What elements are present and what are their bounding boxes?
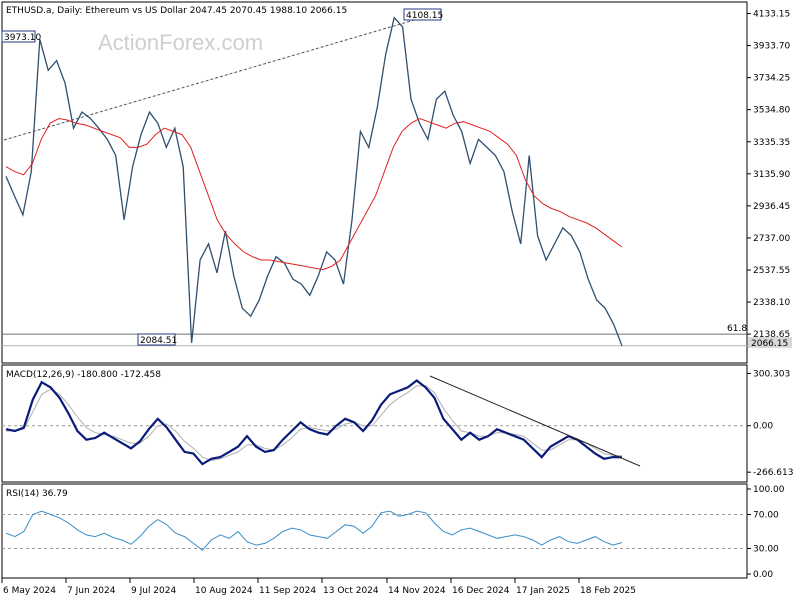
last-price-tag: 2066.15 bbox=[748, 337, 792, 349]
price-y-tick-label-4: 3335.35 bbox=[753, 138, 790, 148]
macd-title: MACD(12,26,9) -180.800 -172.458 bbox=[6, 370, 161, 380]
macd-main-line bbox=[5, 379, 623, 466]
svg-text:3973.10: 3973.10 bbox=[4, 33, 41, 43]
macd-signal-line bbox=[6, 385, 623, 462]
price-y-tick-label-7: 2737.00 bbox=[753, 234, 790, 244]
macd-y-tick-label-2: -266.613 bbox=[753, 468, 793, 478]
rsi-panel bbox=[1, 483, 748, 579]
x-tick-label-1: 7 Jun 2024 bbox=[67, 586, 116, 596]
header-symbol: ETHUSD.a, Daily: Ethereum vs US Dollar 2… bbox=[6, 6, 347, 16]
price-y-tick-label-0: 4133.15 bbox=[753, 10, 790, 20]
rsi-line bbox=[5, 510, 623, 551]
x-tick-label-7: 16 Dec 2024 bbox=[452, 586, 510, 596]
macd-panel bbox=[1, 364, 748, 483]
x-tick-label-2: 9 Jul 2024 bbox=[131, 586, 176, 596]
rsi-y-tick-label-0: 100.00 bbox=[753, 485, 785, 495]
watermark: ActionForex.com bbox=[98, 30, 263, 55]
annotation-low: 2084.51 bbox=[137, 333, 177, 346]
rsi-y-tick-label-1: 70.00 bbox=[753, 511, 779, 521]
macd-series-layer bbox=[2, 375, 747, 467]
rsi-title: RSI(14) 36.79 bbox=[6, 489, 68, 499]
x-tick-label-9: 18 Feb 2025 bbox=[580, 586, 636, 596]
annotation-peak: 4108.15 bbox=[403, 8, 443, 21]
dashed-trendline bbox=[3, 15, 429, 141]
moving-average-line bbox=[5, 117, 623, 271]
rsi-y-tick-label-3: 0.00 bbox=[753, 570, 773, 580]
macd-trendline bbox=[429, 375, 641, 467]
x-tick-label-0: 6 May 2024 bbox=[3, 586, 56, 596]
macd-y-tick-label-0: 300.303 bbox=[753, 369, 790, 379]
svg-text:2066.15: 2066.15 bbox=[751, 339, 788, 349]
rsi-series-layer bbox=[2, 510, 747, 551]
fib-label: 61.8 bbox=[727, 324, 747, 334]
macd-y-tick-label-1: 0.00 bbox=[753, 422, 773, 432]
price-y-tick-label-2: 3734.25 bbox=[753, 74, 790, 84]
x-tick-label-6: 14 Nov 2024 bbox=[388, 586, 446, 596]
price-series-line bbox=[5, 16, 623, 347]
price-y-tick-label-3: 3534.80 bbox=[753, 106, 790, 116]
price-y-tick-label-6: 2936.45 bbox=[753, 202, 790, 212]
annotation-high-left: 3973.10 bbox=[1, 30, 41, 43]
price-series-layer bbox=[2, 15, 747, 347]
price-y-tick-label-10: 2138.65 bbox=[753, 330, 790, 340]
svg-text:2084.51: 2084.51 bbox=[140, 336, 177, 346]
price-panel bbox=[1, 1, 748, 364]
price-y-tick-label-1: 3933.70 bbox=[753, 42, 790, 52]
x-tick-label-3: 10 Aug 2024 bbox=[195, 586, 253, 596]
svg-text:4108.15: 4108.15 bbox=[406, 11, 443, 21]
x-tick-label-5: 13 Oct 2024 bbox=[323, 586, 379, 596]
x-tick-label-4: 11 Sep 2024 bbox=[259, 586, 316, 596]
rsi-y-tick-label-2: 30.00 bbox=[753, 545, 779, 555]
x-tick-label-8: 17 Jan 2025 bbox=[516, 586, 570, 596]
price-y-tick-label-5: 3135.90 bbox=[753, 170, 790, 180]
price-y-tick-label-8: 2537.55 bbox=[753, 266, 790, 276]
price-y-tick-label-9: 2338.10 bbox=[753, 298, 790, 308]
axis-layer: 4133.15 3933.70 3734.25 3534.80 3335.35 3135.… bbox=[1, 10, 793, 596]
